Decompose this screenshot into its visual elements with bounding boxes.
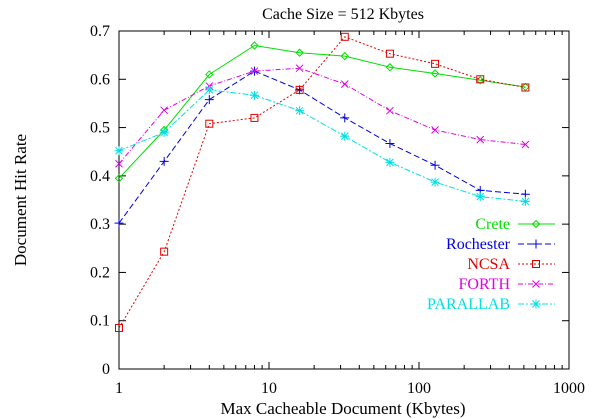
- series-forth: [115, 64, 530, 168]
- data-point: [521, 140, 530, 149]
- y-tick-label: 0.6: [90, 71, 110, 88]
- data-point: [295, 64, 304, 73]
- data-point: [115, 159, 123, 168]
- legend-label: Rochester: [446, 236, 511, 253]
- data-point: [430, 177, 440, 187]
- data-point: [204, 95, 214, 105]
- series-crete: [114, 41, 530, 183]
- data-point: [159, 127, 169, 137]
- x-axis-label: Max Cacheable Document (Kbytes): [221, 399, 466, 418]
- legend-label: NCSA: [467, 256, 510, 273]
- data-point: [340, 51, 349, 61]
- legend-label: PARALLAB: [427, 296, 510, 313]
- axis-ticks: 0 0.1 0.2 0.3 0.4 0.5 0.6 0.7 1 10 100 1000: [90, 23, 585, 397]
- data-point: [205, 70, 214, 79]
- data-point: [385, 63, 395, 72]
- series-line: [118, 89, 526, 202]
- data-point: [430, 160, 440, 170]
- data-point: [159, 156, 169, 166]
- x-tick-label: 1: [115, 380, 123, 397]
- data-point: [295, 106, 305, 116]
- data-point: [340, 131, 350, 141]
- data-point: [532, 280, 540, 288]
- data-point: [476, 135, 485, 144]
- x-tick-label: 1000: [553, 380, 585, 397]
- series-lines: [114, 32, 530, 332]
- data-point: [431, 59, 440, 68]
- x-tick-label: 10: [261, 380, 277, 397]
- data-point: [114, 174, 124, 183]
- legend-label: Crete: [475, 216, 510, 233]
- y-tick-label: 0.2: [90, 264, 110, 281]
- data-point: [531, 299, 541, 309]
- series-rochester: [114, 66, 530, 228]
- y-tick-label: 0.4: [90, 168, 110, 185]
- chart-title: Cache Size = 512 Kbytes: [262, 6, 424, 23]
- y-tick-label: 0.1: [90, 313, 110, 330]
- series-line: [118, 70, 526, 224]
- data-point: [520, 196, 530, 206]
- data-point: [430, 69, 440, 78]
- series-line: [118, 67, 526, 165]
- y-tick-label: 0.3: [90, 216, 110, 233]
- data-point: [531, 219, 541, 229]
- series-line: [118, 44, 526, 179]
- data-point: [385, 49, 394, 58]
- data-point: [205, 119, 214, 128]
- data-point: [340, 32, 349, 41]
- data-point: [476, 75, 485, 84]
- data-point: [476, 76, 485, 85]
- data-point: [295, 48, 304, 57]
- data-point: [160, 247, 169, 256]
- data-point: [475, 192, 485, 202]
- data-point: [115, 323, 123, 332]
- data-point: [250, 41, 259, 50]
- data-point: [431, 126, 439, 134]
- data-point: [386, 106, 394, 115]
- data-point: [160, 106, 169, 115]
- y-axis-label: Document Hit Rate: [11, 134, 30, 266]
- data-point: [532, 260, 540, 268]
- data-point: [340, 80, 349, 88]
- legend-label: FORTH: [459, 276, 511, 293]
- y-tick-label: 0: [102, 361, 110, 378]
- data-point: [521, 83, 530, 92]
- y-tick-label: 0.5: [90, 120, 110, 137]
- data-point: [340, 113, 350, 123]
- data-point: [114, 218, 124, 228]
- data-point: [385, 139, 395, 149]
- data-point: [295, 85, 304, 94]
- series-line: [118, 36, 526, 329]
- x-tick-label: 100: [407, 380, 431, 397]
- data-point: [385, 157, 395, 167]
- series-parallab: [114, 85, 530, 206]
- data-point: [249, 90, 259, 100]
- y-tick-label: 0.7: [90, 23, 110, 40]
- data-point: [250, 113, 259, 122]
- data-point: [250, 67, 259, 75]
- legend: Crete Rochester NCSA FORTH PARALLAB: [427, 216, 555, 313]
- plot-area-frame: [118, 30, 570, 370]
- data-point: [204, 85, 214, 95]
- series-ncsa: [115, 32, 530, 332]
- data-point: [114, 146, 124, 156]
- data-point: [531, 239, 541, 249]
